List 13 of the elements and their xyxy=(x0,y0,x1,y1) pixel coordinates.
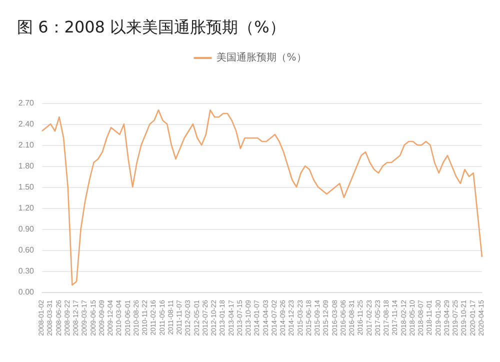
line-series xyxy=(41,109,483,286)
y-tick-label: 1.20 xyxy=(18,204,35,212)
y-tick-label: 0.90 xyxy=(18,224,35,234)
y-tick-label: 2.70 xyxy=(18,98,35,108)
y-tick-label: 1.80 xyxy=(18,162,35,170)
y-tick-label: 0.60 xyxy=(18,246,35,254)
y-tick-label: 1.50 xyxy=(18,182,35,192)
y-tick-label: 0.30 xyxy=(18,266,35,276)
y-tick-label: 0.00 xyxy=(18,288,35,296)
y-tick-label: 2.10 xyxy=(18,140,35,150)
chart-title: 图 6：2008 以来美国通胀预期（%） xyxy=(17,18,286,36)
legend-label: 美国通胀预期（%） xyxy=(216,52,306,64)
y-tick-label: 2.40 xyxy=(18,120,35,128)
